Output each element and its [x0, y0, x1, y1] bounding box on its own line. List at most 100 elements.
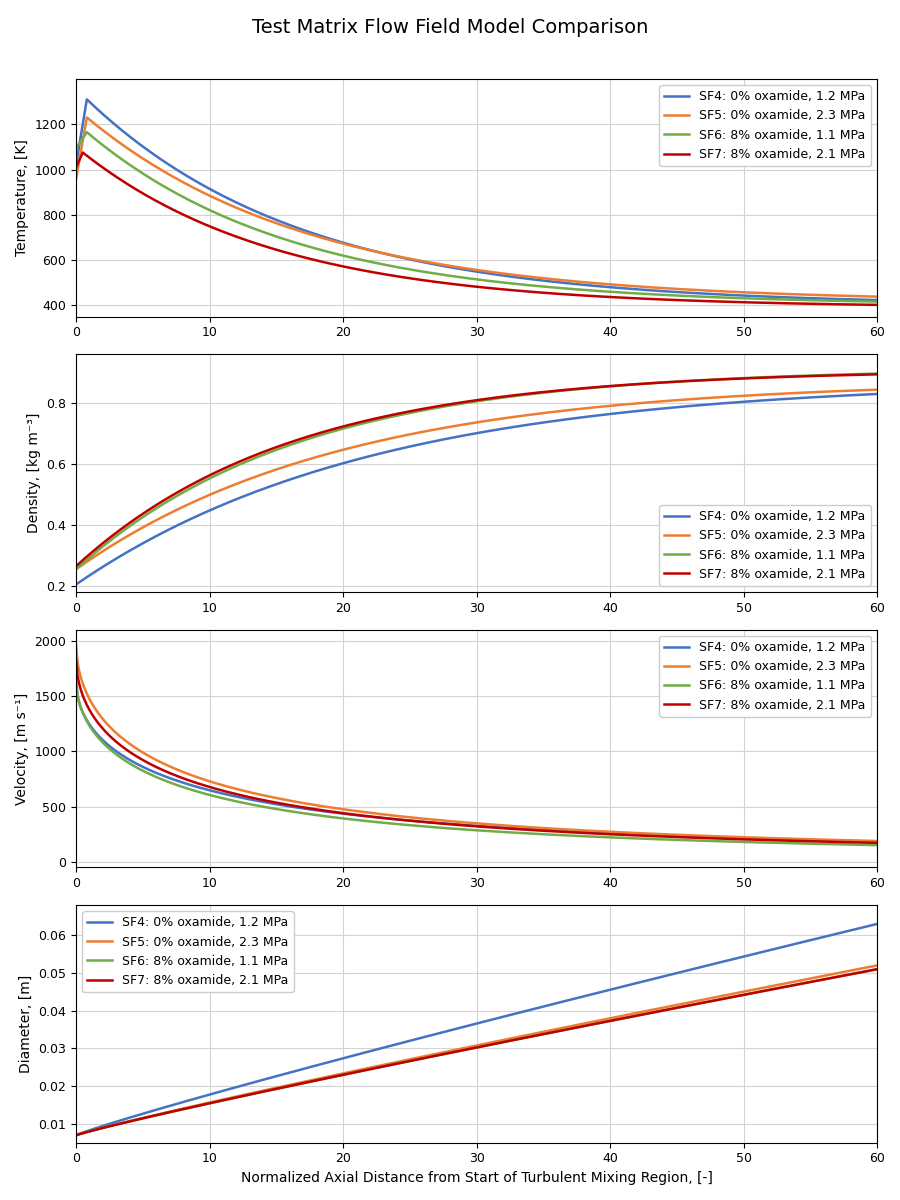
Line: SF7: 8% oxamide, 2.1 MPa: SF7: 8% oxamide, 2.1 MPa [76, 152, 878, 305]
SF6: 8% oxamide, 1.1 MPa: (0.8, 1.16e+03): 8% oxamide, 1.1 MPa: (0.8, 1.16e+03) [81, 125, 92, 139]
Line: SF4: 0% oxamide, 1.2 MPa: SF4: 0% oxamide, 1.2 MPa [76, 100, 878, 300]
SF5: 0% oxamide, 2.3 MPa: (10.6, 706): 0% oxamide, 2.3 MPa: (10.6, 706) [212, 776, 223, 791]
SF7: 8% oxamide, 2.1 MPa: (0, 1.01e+03): 8% oxamide, 2.1 MPa: (0, 1.01e+03) [71, 160, 82, 174]
SF6: 8% oxamide, 1.1 MPa: (60, 0.051): 8% oxamide, 1.1 MPa: (60, 0.051) [872, 962, 883, 977]
SF7: 8% oxamide, 2.1 MPa: (60, 0.894): 8% oxamide, 2.1 MPa: (60, 0.894) [872, 367, 883, 382]
Y-axis label: Temperature, [K]: Temperature, [K] [15, 139, 29, 257]
SF4: 0% oxamide, 1.2 MPa: (0.331, 1.14e+03): 0% oxamide, 1.2 MPa: (0.331, 1.14e+03) [76, 131, 86, 145]
SF4: 0% oxamide, 1.2 MPa: (35.4, 0.0414): 0% oxamide, 1.2 MPa: (35.4, 0.0414) [543, 998, 553, 1013]
SF7: 8% oxamide, 2.1 MPa: (45.2, 223): 8% oxamide, 2.1 MPa: (45.2, 223) [674, 830, 685, 845]
SF5: 0% oxamide, 2.3 MPa: (45.2, 0.81): 0% oxamide, 2.3 MPa: (45.2, 0.81) [674, 392, 685, 407]
SF7: 8% oxamide, 2.1 MPa: (47.6, 418): 8% oxamide, 2.1 MPa: (47.6, 418) [706, 294, 716, 308]
SF5: 0% oxamide, 2.3 MPa: (56.8, 443): 0% oxamide, 2.3 MPa: (56.8, 443) [830, 288, 841, 302]
Line: SF5: 0% oxamide, 2.3 MPa: SF5: 0% oxamide, 2.3 MPa [76, 646, 878, 841]
SF7: 8% oxamide, 2.1 MPa: (10.6, 656): 8% oxamide, 2.1 MPa: (10.6, 656) [212, 782, 223, 797]
SF5: 0% oxamide, 2.3 MPa: (59, 440): 0% oxamide, 2.3 MPa: (59, 440) [859, 289, 869, 304]
SF5: 0% oxamide, 2.3 MPa: (40.1, 0.791): 0% oxamide, 2.3 MPa: (40.1, 0.791) [606, 398, 616, 413]
SF5: 0% oxamide, 2.3 MPa: (27.1, 378): 0% oxamide, 2.3 MPa: (27.1, 378) [433, 812, 444, 827]
SF4: 0% oxamide, 1.2 MPa: (45.2, 234): 0% oxamide, 1.2 MPa: (45.2, 234) [674, 829, 685, 844]
Line: SF5: 0% oxamide, 2.3 MPa: SF5: 0% oxamide, 2.3 MPa [76, 966, 878, 1135]
SF6: 8% oxamide, 1.1 MPa: (27.1, 0.0282): 8% oxamide, 1.1 MPa: (27.1, 0.0282) [433, 1048, 444, 1062]
SF6: 8% oxamide, 1.1 MPa: (3.57, 1.04e+03): 8% oxamide, 1.1 MPa: (3.57, 1.04e+03) [119, 154, 130, 168]
SF5: 0% oxamide, 2.3 MPa: (35.4, 0.769): 0% oxamide, 2.3 MPa: (35.4, 0.769) [543, 406, 553, 420]
SF6: 8% oxamide, 1.1 MPa: (60, 416): 8% oxamide, 1.1 MPa: (60, 416) [872, 294, 883, 308]
Y-axis label: Density, [kg m⁻³]: Density, [kg m⁻³] [27, 413, 40, 533]
SF4: 0% oxamide, 1.2 MPa: (27.1, 0.034): 0% oxamide, 1.2 MPa: (27.1, 0.034) [433, 1026, 444, 1040]
SF6: 8% oxamide, 1.1 MPa: (40.1, 221): 8% oxamide, 1.1 MPa: (40.1, 221) [606, 830, 616, 845]
SF4: 0% oxamide, 1.2 MPa: (10.6, 628): 0% oxamide, 1.2 MPa: (10.6, 628) [212, 785, 223, 799]
SF7: 8% oxamide, 2.1 MPa: (10.6, 0.576): 8% oxamide, 2.1 MPa: (10.6, 0.576) [212, 464, 223, 479]
SF6: 8% oxamide, 1.1 MPa: (35.4, 247): 8% oxamide, 1.1 MPa: (35.4, 247) [543, 827, 553, 841]
SF4: 0% oxamide, 1.2 MPa: (40.1, 0.0456): 0% oxamide, 1.2 MPa: (40.1, 0.0456) [606, 983, 616, 997]
SF6: 8% oxamide, 1.1 MPa: (27.1, 310): 8% oxamide, 1.1 MPa: (27.1, 310) [433, 821, 444, 835]
SF4: 0% oxamide, 1.2 MPa: (29.8, 551): 0% oxamide, 1.2 MPa: (29.8, 551) [468, 264, 479, 278]
SF5: 0% oxamide, 2.3 MPa: (0, 1.96e+03): 0% oxamide, 2.3 MPa: (0, 1.96e+03) [71, 638, 82, 653]
SF7: 8% oxamide, 2.1 MPa: (10.6, 0.0159): 8% oxamide, 2.1 MPa: (10.6, 0.0159) [212, 1094, 223, 1109]
SF7: 8% oxamide, 2.1 MPa: (45.2, 0.871): 8% oxamide, 2.1 MPa: (45.2, 0.871) [674, 374, 685, 389]
SF5: 0% oxamide, 2.3 MPa: (29.8, 558): 0% oxamide, 2.3 MPa: (29.8, 558) [468, 263, 479, 277]
SF6: 8% oxamide, 1.1 MPa: (10.6, 0.0159): 8% oxamide, 1.1 MPa: (10.6, 0.0159) [212, 1094, 223, 1109]
SF5: 0% oxamide, 2.3 MPa: (0, 959): 0% oxamide, 2.3 MPa: (0, 959) [71, 172, 82, 186]
SF7: 8% oxamide, 2.1 MPa: (45.2, 0.0409): 8% oxamide, 2.1 MPa: (45.2, 0.0409) [674, 1000, 685, 1014]
SF7: 8% oxamide, 2.1 MPa: (3.28, 957): 8% oxamide, 2.1 MPa: (3.28, 957) [114, 172, 125, 186]
SF5: 0% oxamide, 2.3 MPa: (35.4, 303): 0% oxamide, 2.3 MPa: (35.4, 303) [543, 821, 553, 835]
SF4: 0% oxamide, 1.2 MPa: (15.4, 0.54): 0% oxamide, 1.2 MPa: (15.4, 0.54) [276, 475, 287, 490]
SF6: 8% oxamide, 1.1 MPa: (15.4, 469): 8% oxamide, 1.1 MPa: (15.4, 469) [276, 803, 287, 817]
SF7: 8% oxamide, 2.1 MPa: (60, 402): 8% oxamide, 2.1 MPa: (60, 402) [872, 298, 883, 312]
SF5: 0% oxamide, 2.3 MPa: (60, 0.052): 0% oxamide, 2.3 MPa: (60, 0.052) [872, 959, 883, 973]
SF7: 8% oxamide, 2.1 MPa: (60, 0.051): 8% oxamide, 2.1 MPa: (60, 0.051) [872, 962, 883, 977]
SF5: 0% oxamide, 2.3 MPa: (0, 0.255): 0% oxamide, 2.3 MPa: (0, 0.255) [71, 562, 82, 576]
X-axis label: Normalized Axial Distance from Start of Turbulent Mixing Region, [-]: Normalized Axial Distance from Start of … [240, 1171, 713, 1184]
SF5: 0% oxamide, 2.3 MPa: (10.6, 0.51): 0% oxamide, 2.3 MPa: (10.6, 0.51) [212, 484, 223, 498]
SF6: 8% oxamide, 1.1 MPa: (0, 0.007): 8% oxamide, 1.1 MPa: (0, 0.007) [71, 1128, 82, 1142]
SF6: 8% oxamide, 1.1 MPa: (56.8, 420): 8% oxamide, 1.1 MPa: (56.8, 420) [830, 294, 841, 308]
SF6: 8% oxamide, 1.1 MPa: (60, 0.897): 8% oxamide, 1.1 MPa: (60, 0.897) [872, 366, 883, 380]
Line: SF5: 0% oxamide, 2.3 MPa: SF5: 0% oxamide, 2.3 MPa [76, 390, 878, 569]
SF4: 0% oxamide, 1.2 MPa: (27.1, 351): 0% oxamide, 1.2 MPa: (27.1, 351) [433, 816, 444, 830]
SF4: 0% oxamide, 1.2 MPa: (35.4, 0.739): 0% oxamide, 1.2 MPa: (35.4, 0.739) [543, 415, 553, 430]
SF4: 0% oxamide, 1.2 MPa: (60, 423): 0% oxamide, 1.2 MPa: (60, 423) [872, 293, 883, 307]
SF5: 0% oxamide, 2.3 MPa: (15.4, 0.0199): 0% oxamide, 2.3 MPa: (15.4, 0.0199) [276, 1079, 287, 1093]
SF7: 8% oxamide, 2.1 MPa: (0.5, 1.08e+03): 8% oxamide, 2.1 MPa: (0.5, 1.08e+03) [77, 145, 88, 160]
SF7: 8% oxamide, 2.1 MPa: (0, 0.007): 8% oxamide, 2.1 MPa: (0, 0.007) [71, 1128, 82, 1142]
SF6: 8% oxamide, 1.1 MPa: (27.1, 0.786): 8% oxamide, 1.1 MPa: (27.1, 0.786) [433, 401, 444, 415]
Line: SF4: 0% oxamide, 1.2 MPa: SF4: 0% oxamide, 1.2 MPa [76, 683, 878, 841]
SF4: 0% oxamide, 1.2 MPa: (60, 183): 0% oxamide, 1.2 MPa: (60, 183) [872, 834, 883, 848]
SF7: 8% oxamide, 2.1 MPa: (40.1, 249): 8% oxamide, 2.1 MPa: (40.1, 249) [606, 827, 616, 841]
SF4: 0% oxamide, 1.2 MPa: (60, 0.83): 0% oxamide, 1.2 MPa: (60, 0.83) [872, 386, 883, 401]
SF7: 8% oxamide, 2.1 MPa: (35.4, 0.0341): 8% oxamide, 2.1 MPa: (35.4, 0.0341) [543, 1026, 553, 1040]
SF5: 0% oxamide, 2.3 MPa: (40.1, 0.038): 0% oxamide, 2.3 MPa: (40.1, 0.038) [606, 1010, 616, 1025]
Y-axis label: Velocity, [m s⁻¹]: Velocity, [m s⁻¹] [15, 692, 29, 805]
Line: SF6: 8% oxamide, 1.1 MPa: SF6: 8% oxamide, 1.1 MPa [76, 132, 878, 301]
Legend: SF4: 0% oxamide, 1.2 MPa, SF5: 0% oxamide, 2.3 MPa, SF6: 8% oxamide, 1.1 MPa, SF: SF4: 0% oxamide, 1.2 MPa, SF5: 0% oxamid… [660, 85, 871, 166]
SF5: 0% oxamide, 2.3 MPa: (15.4, 0.588): 0% oxamide, 2.3 MPa: (15.4, 0.588) [276, 461, 287, 475]
SF6: 8% oxamide, 1.1 MPa: (45.2, 0.0409): 8% oxamide, 1.1 MPa: (45.2, 0.0409) [674, 1000, 685, 1014]
SF7: 8% oxamide, 2.1 MPa: (35.4, 0.838): 8% oxamide, 2.1 MPa: (35.4, 0.838) [543, 384, 553, 398]
SF7: 8% oxamide, 2.1 MPa: (15.4, 0.662): 8% oxamide, 2.1 MPa: (15.4, 0.662) [276, 438, 287, 452]
Line: SF6: 8% oxamide, 1.1 MPa: SF6: 8% oxamide, 1.1 MPa [76, 970, 878, 1135]
SF6: 8% oxamide, 1.1 MPa: (47.6, 436): 8% oxamide, 1.1 MPa: (47.6, 436) [706, 290, 717, 305]
SF6: 8% oxamide, 1.1 MPa: (0, 1.1e+03): 8% oxamide, 1.1 MPa: (0, 1.1e+03) [71, 140, 82, 155]
SF6: 8% oxamide, 1.1 MPa: (10.6, 586): 8% oxamide, 1.1 MPa: (10.6, 586) [212, 790, 223, 804]
SF6: 8% oxamide, 1.1 MPa: (29.8, 516): 8% oxamide, 1.1 MPa: (29.8, 516) [468, 271, 479, 286]
SF5: 0% oxamide, 2.3 MPa: (45.2, 244): 0% oxamide, 2.3 MPa: (45.2, 244) [674, 828, 685, 842]
SF5: 0% oxamide, 2.3 MPa: (0, 0.007): 0% oxamide, 2.3 MPa: (0, 0.007) [71, 1128, 82, 1142]
SF4: 0% oxamide, 1.2 MPa: (15.4, 513): 0% oxamide, 1.2 MPa: (15.4, 513) [276, 798, 287, 812]
SF6: 8% oxamide, 1.1 MPa: (0.331, 1.12e+03): 8% oxamide, 1.1 MPa: (0.331, 1.12e+03) [76, 134, 86, 149]
SF4: 0% oxamide, 1.2 MPa: (0, 0.007): 0% oxamide, 1.2 MPa: (0, 0.007) [71, 1128, 82, 1142]
SF7: 8% oxamide, 2.1 MPa: (35.4, 279): 8% oxamide, 2.1 MPa: (35.4, 279) [543, 824, 553, 839]
SF6: 8% oxamide, 1.1 MPa: (0, 1.64e+03): 8% oxamide, 1.1 MPa: (0, 1.64e+03) [71, 673, 82, 688]
SF4: 0% oxamide, 1.2 MPa: (0, 1.62e+03): 0% oxamide, 1.2 MPa: (0, 1.62e+03) [71, 676, 82, 690]
SF6: 8% oxamide, 1.1 MPa: (40.1, 0.855): 8% oxamide, 1.1 MPa: (40.1, 0.855) [606, 379, 616, 394]
Y-axis label: Diameter, [m]: Diameter, [m] [19, 974, 33, 1073]
SF5: 0% oxamide, 2.3 MPa: (60, 189): 0% oxamide, 2.3 MPa: (60, 189) [872, 834, 883, 848]
SF7: 8% oxamide, 2.1 MPa: (40.1, 0.856): 8% oxamide, 2.1 MPa: (40.1, 0.856) [606, 379, 616, 394]
SF5: 0% oxamide, 2.3 MPa: (27.1, 0.715): 0% oxamide, 2.3 MPa: (27.1, 0.715) [433, 421, 444, 436]
SF5: 0% oxamide, 2.3 MPa: (60, 0.844): 0% oxamide, 2.3 MPa: (60, 0.844) [872, 383, 883, 397]
SF5: 0% oxamide, 2.3 MPa: (3.57, 1.11e+03): 0% oxamide, 2.3 MPa: (3.57, 1.11e+03) [119, 138, 130, 152]
SF7: 8% oxamide, 2.1 MPa: (27.1, 0.0282): 8% oxamide, 2.1 MPa: (27.1, 0.0282) [433, 1048, 444, 1062]
Line: SF5: 0% oxamide, 2.3 MPa: SF5: 0% oxamide, 2.3 MPa [76, 118, 878, 296]
Line: SF4: 0% oxamide, 1.2 MPa: SF4: 0% oxamide, 1.2 MPa [76, 924, 878, 1135]
SF7: 8% oxamide, 2.1 MPa: (56.8, 405): 8% oxamide, 2.1 MPa: (56.8, 405) [829, 298, 840, 312]
Legend: SF4: 0% oxamide, 1.2 MPa, SF5: 0% oxamide, 2.3 MPa, SF6: 8% oxamide, 1.1 MPa, SF: SF4: 0% oxamide, 1.2 MPa, SF5: 0% oxamid… [83, 911, 293, 992]
